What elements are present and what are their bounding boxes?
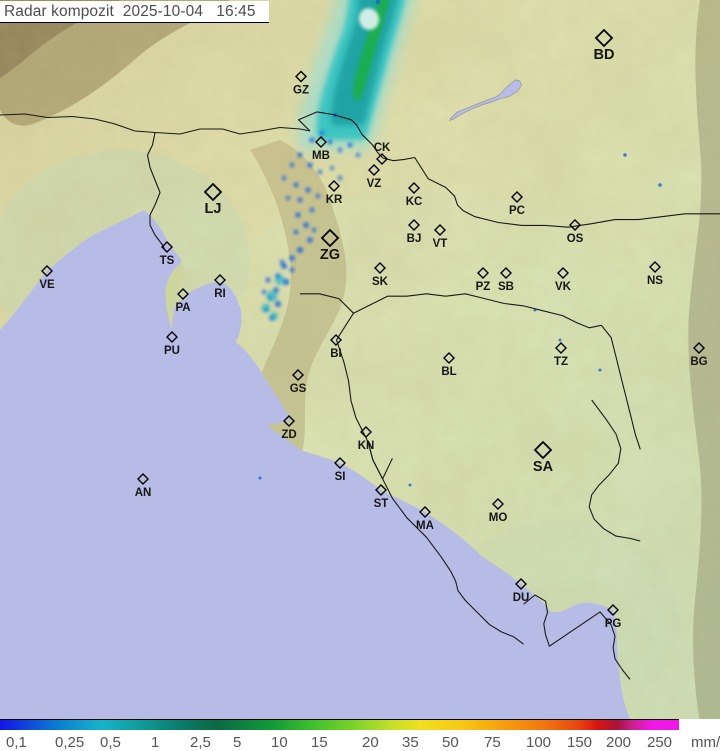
svg-text:KN: KN — [358, 440, 375, 452]
svg-text:GZ: GZ — [293, 85, 309, 97]
svg-text:KR: KR — [326, 194, 343, 206]
svg-text:SA: SA — [533, 459, 554, 475]
svg-text:ZG: ZG — [320, 247, 340, 263]
svg-text:PU: PU — [164, 345, 180, 357]
svg-text:AN: AN — [135, 487, 152, 499]
svg-text:TS: TS — [160, 255, 175, 267]
svg-text:ZD: ZD — [281, 429, 296, 441]
svg-text:MA: MA — [416, 520, 434, 532]
svg-text:MB: MB — [312, 150, 330, 162]
svg-text:ST: ST — [374, 498, 389, 510]
svg-text:BG: BG — [690, 356, 707, 368]
svg-text:SB: SB — [498, 281, 514, 293]
svg-text:CK: CK — [374, 142, 391, 154]
svg-text:BI: BI — [330, 348, 342, 360]
svg-text:BL: BL — [441, 366, 456, 378]
svg-text:DU: DU — [513, 592, 530, 604]
svg-text:BD: BD — [594, 47, 615, 63]
svg-text:PC: PC — [509, 205, 525, 217]
svg-text:RI: RI — [214, 288, 226, 300]
svg-text:LJ: LJ — [205, 201, 222, 217]
svg-text:KC: KC — [406, 196, 423, 208]
svg-text:GS: GS — [290, 383, 307, 395]
svg-text:PZ: PZ — [476, 281, 491, 293]
svg-text:OS: OS — [567, 233, 584, 245]
svg-text:SK: SK — [372, 276, 389, 288]
svg-text:BJ: BJ — [407, 233, 422, 245]
svg-text:VZ: VZ — [367, 178, 382, 190]
svg-text:PA: PA — [175, 302, 190, 314]
svg-text:TZ: TZ — [554, 356, 568, 368]
svg-text:NS: NS — [647, 275, 663, 287]
svg-text:SI: SI — [335, 471, 346, 483]
svg-text:VT: VT — [433, 238, 448, 250]
svg-text:PG: PG — [605, 618, 622, 630]
svg-text:VK: VK — [555, 281, 572, 293]
svg-text:MO: MO — [489, 512, 508, 524]
svg-text:VE: VE — [39, 279, 55, 291]
